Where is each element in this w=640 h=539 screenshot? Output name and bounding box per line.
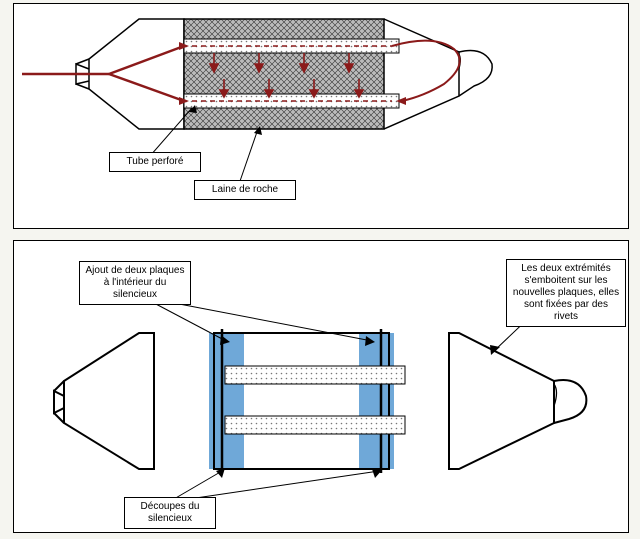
diagram-top-svg: [14, 4, 628, 228]
diagram-bottom: Ajout de deux plaques à l'intérieur du s…: [13, 240, 629, 533]
label-ajout-plaques: Ajout de deux plaques à l'intérieur du s…: [79, 261, 191, 305]
label-laine-de-roche: Laine de roche: [194, 180, 296, 200]
diagram-top: Tube perforé Laine de roche: [13, 3, 629, 229]
label-text: Les deux extrémités s'emboitent sur les …: [513, 263, 619, 322]
label-tube-perfore: Tube perforé: [109, 152, 201, 172]
label-text: Laine de roche: [212, 184, 278, 195]
label-text: Ajout de deux plaques à l'intérieur du s…: [86, 265, 185, 300]
label-decoupes: Découpes du silencieux: [124, 497, 216, 529]
label-extremites: Les deux extrémités s'emboitent sur les …: [506, 259, 626, 327]
label-text: Découpes du silencieux: [141, 501, 200, 524]
label-text: Tube perforé: [127, 156, 184, 167]
